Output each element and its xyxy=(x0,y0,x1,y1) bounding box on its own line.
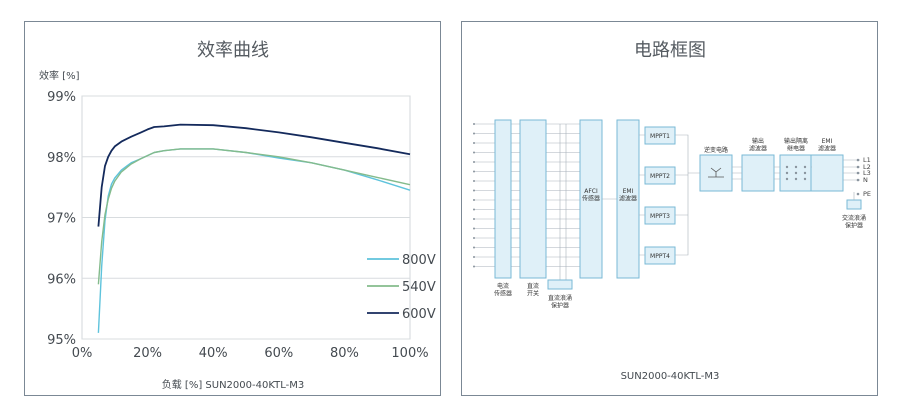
output-relay-label: 输出隔离继电器 xyxy=(784,137,808,153)
diagram-title: 电路框图 xyxy=(634,40,706,61)
ac-spd-label: 交流浪涌保护器 xyxy=(842,214,866,230)
emi-input-label: EMI 滤波器 xyxy=(619,188,637,203)
emi-output-label: EMI 滤波器 xyxy=(818,138,836,153)
x-tick-label: 0% xyxy=(72,346,93,361)
y-tick-label: 97% xyxy=(47,212,76,227)
ac-spd-block xyxy=(846,199,862,210)
x-axis-label: 负载 [%] SUN2000-40KTL-M3 xyxy=(162,378,304,391)
circuit-block-diagram-panel: 电路框图 xyxy=(461,21,878,396)
output-filter-label: 输出滤波器 xyxy=(749,137,767,153)
mppt2-label: MPPT2 xyxy=(650,173,670,180)
emi-output-block xyxy=(810,154,844,192)
series-line-540V xyxy=(97,148,411,285)
y-tick-label: 99% xyxy=(47,90,76,105)
ac-terminal-label: L3 xyxy=(863,169,871,177)
ac-terminal-label: L2 xyxy=(863,163,871,171)
efficiency-chart: 效率曲线 效率 [%] 负载 [%] SUN2000-40KTL-M3 95% 9… xyxy=(39,40,436,391)
mppt4-block xyxy=(644,246,676,265)
dc-spd-label: 直流浪涌保护器 xyxy=(548,294,572,310)
ac-terminal-dots xyxy=(856,158,860,196)
x-tick-label: 40% xyxy=(199,346,228,361)
x-tick-label: 20% xyxy=(133,346,162,361)
relay-contacts xyxy=(785,165,807,181)
mppt2-block xyxy=(644,166,676,185)
legend-label: 800V xyxy=(402,253,436,268)
dc-spd-block xyxy=(547,279,573,290)
series-line-800V xyxy=(97,148,411,333)
mppt1-label: MPPT1 xyxy=(650,133,670,140)
current-sensor-label: 电流传感器 xyxy=(494,282,512,298)
dc-switch-block xyxy=(519,119,547,279)
series-line-600V xyxy=(97,123,411,227)
efficiency-chart-panel: 效率曲线 效率 [%] 负载 [%] SUN2000-40KTL-M3 95% 9… xyxy=(24,21,441,396)
mppt4-label: MPPT4 xyxy=(650,253,670,260)
ac-terminal-label: L1 xyxy=(863,156,871,164)
legend-label: 540V xyxy=(402,280,436,295)
mppt1-block xyxy=(644,126,676,145)
current-sensor-block xyxy=(494,119,512,279)
y-axis-label: 效率 [%] xyxy=(39,69,80,82)
internal-wires xyxy=(602,134,860,256)
x-tick-label: 60% xyxy=(264,346,293,361)
afci-label: AFCI 传感器 xyxy=(582,188,600,203)
diagram-footer: SUN2000-40KTL-M3 xyxy=(621,371,720,382)
x-tick-label: 80% xyxy=(330,346,359,361)
inverter-symbol-icon xyxy=(708,167,724,178)
mppt3-label: MPPT3 xyxy=(650,213,670,220)
mppt3-block xyxy=(644,206,676,225)
output-filter-block xyxy=(741,154,775,192)
chart-title: 效率曲线 xyxy=(197,40,269,61)
y-tick-label: 95% xyxy=(47,333,76,348)
legend-label: 600V xyxy=(402,307,436,322)
dc-switch-label: 直流开关 xyxy=(527,282,539,298)
circuit-block-diagram: 电路框图 xyxy=(473,40,871,382)
inverter-label: 逆变电路 xyxy=(704,146,728,154)
ac-terminal-label: PE xyxy=(863,190,871,198)
y-tick-label: 96% xyxy=(47,272,76,287)
y-tick-label: 98% xyxy=(47,151,76,166)
x-tick-label: 100% xyxy=(391,346,428,361)
ac-terminal-label: N xyxy=(863,176,868,184)
